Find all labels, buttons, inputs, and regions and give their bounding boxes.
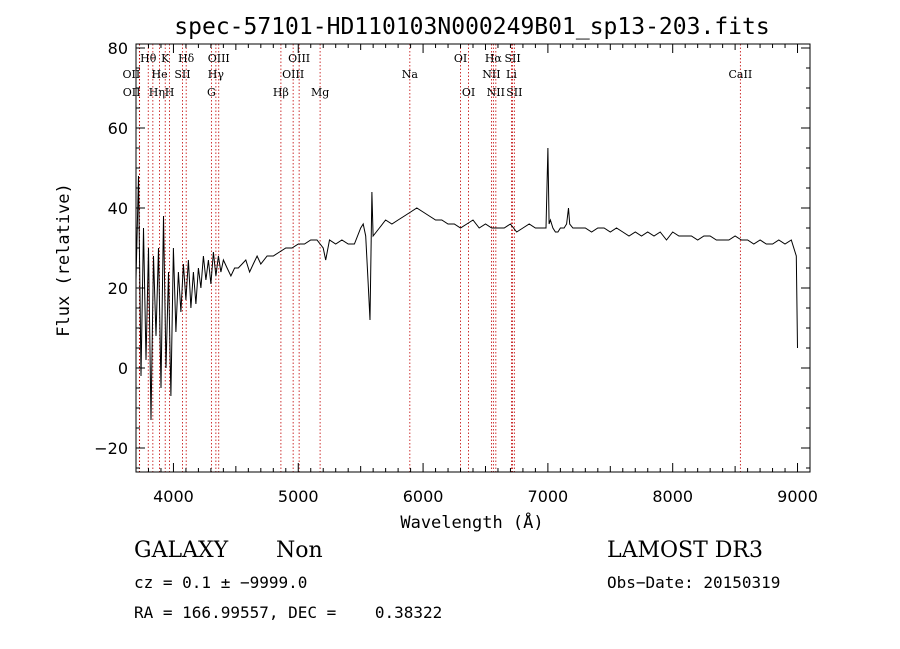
line-label: OIII	[282, 68, 304, 81]
redshift-value: cz = 0.1 ± −9999.0	[134, 573, 308, 592]
line-label: OII	[123, 68, 141, 81]
chart-title: spec-57101-HD110103N000249B01_sp13-203.f…	[174, 14, 769, 40]
y-tick-label: −20	[94, 439, 128, 458]
line-label: CaII	[729, 68, 753, 81]
line-label: Na	[402, 68, 419, 81]
y-axis: −20 0 20 40 60 80	[94, 39, 810, 469]
line-label: Hβ	[273, 86, 289, 99]
object-class: GALAXY	[134, 538, 229, 563]
line-label: SII	[504, 52, 520, 65]
line-label: OI	[454, 52, 467, 65]
line-label: Hθ	[140, 52, 157, 65]
line-label: NII	[487, 86, 505, 99]
x-tick-label: 6000	[403, 487, 444, 506]
line-label: Hα	[485, 52, 503, 65]
object-subclass: Non	[276, 538, 323, 563]
y-tick-label: 40	[108, 199, 128, 218]
x-tick-label: 8000	[652, 487, 693, 506]
line-label: NII	[482, 68, 500, 81]
line-label: OIII	[288, 52, 310, 65]
reference-lines	[138, 44, 741, 472]
x-tick-label: 5000	[278, 487, 319, 506]
spectrum-line	[135, 147, 798, 421]
line-label: OI	[462, 86, 475, 99]
line-label: Li	[506, 68, 517, 81]
x-axis: 4000 5000 6000 7000 8000 9000	[135, 44, 818, 506]
y-axis-label: Flux (relative)	[54, 183, 74, 337]
y-tick-label: 80	[108, 39, 128, 58]
x-tick-label: 7000	[528, 487, 569, 506]
line-label: Hγ	[208, 68, 225, 81]
line-label: Hη	[149, 86, 165, 99]
y-tick-label: 60	[108, 119, 128, 138]
coordinates: RA = 166.99557, DEC = 0.38322	[134, 603, 443, 622]
line-label: SII	[506, 86, 522, 99]
line-label: Hδ	[178, 52, 195, 65]
line-label: Mg	[311, 86, 329, 99]
line-label: G	[207, 86, 216, 99]
x-axis-label: Wavelength (Å)	[400, 511, 543, 533]
observation-date: Obs−Date: 20150319	[607, 573, 781, 592]
x-tick-label: 4000	[153, 487, 194, 506]
plot-frame	[135, 43, 811, 473]
line-label: He	[152, 68, 168, 81]
survey-name: LAMOST DR3	[607, 538, 763, 563]
line-label: OIII	[208, 52, 230, 65]
y-tick-label: 20	[108, 279, 128, 298]
line-label: K	[161, 52, 170, 65]
x-tick-label: 9000	[777, 487, 818, 506]
y-tick-label: 0	[118, 359, 128, 378]
line-label: H	[165, 86, 175, 99]
line-label: SII	[174, 68, 190, 81]
